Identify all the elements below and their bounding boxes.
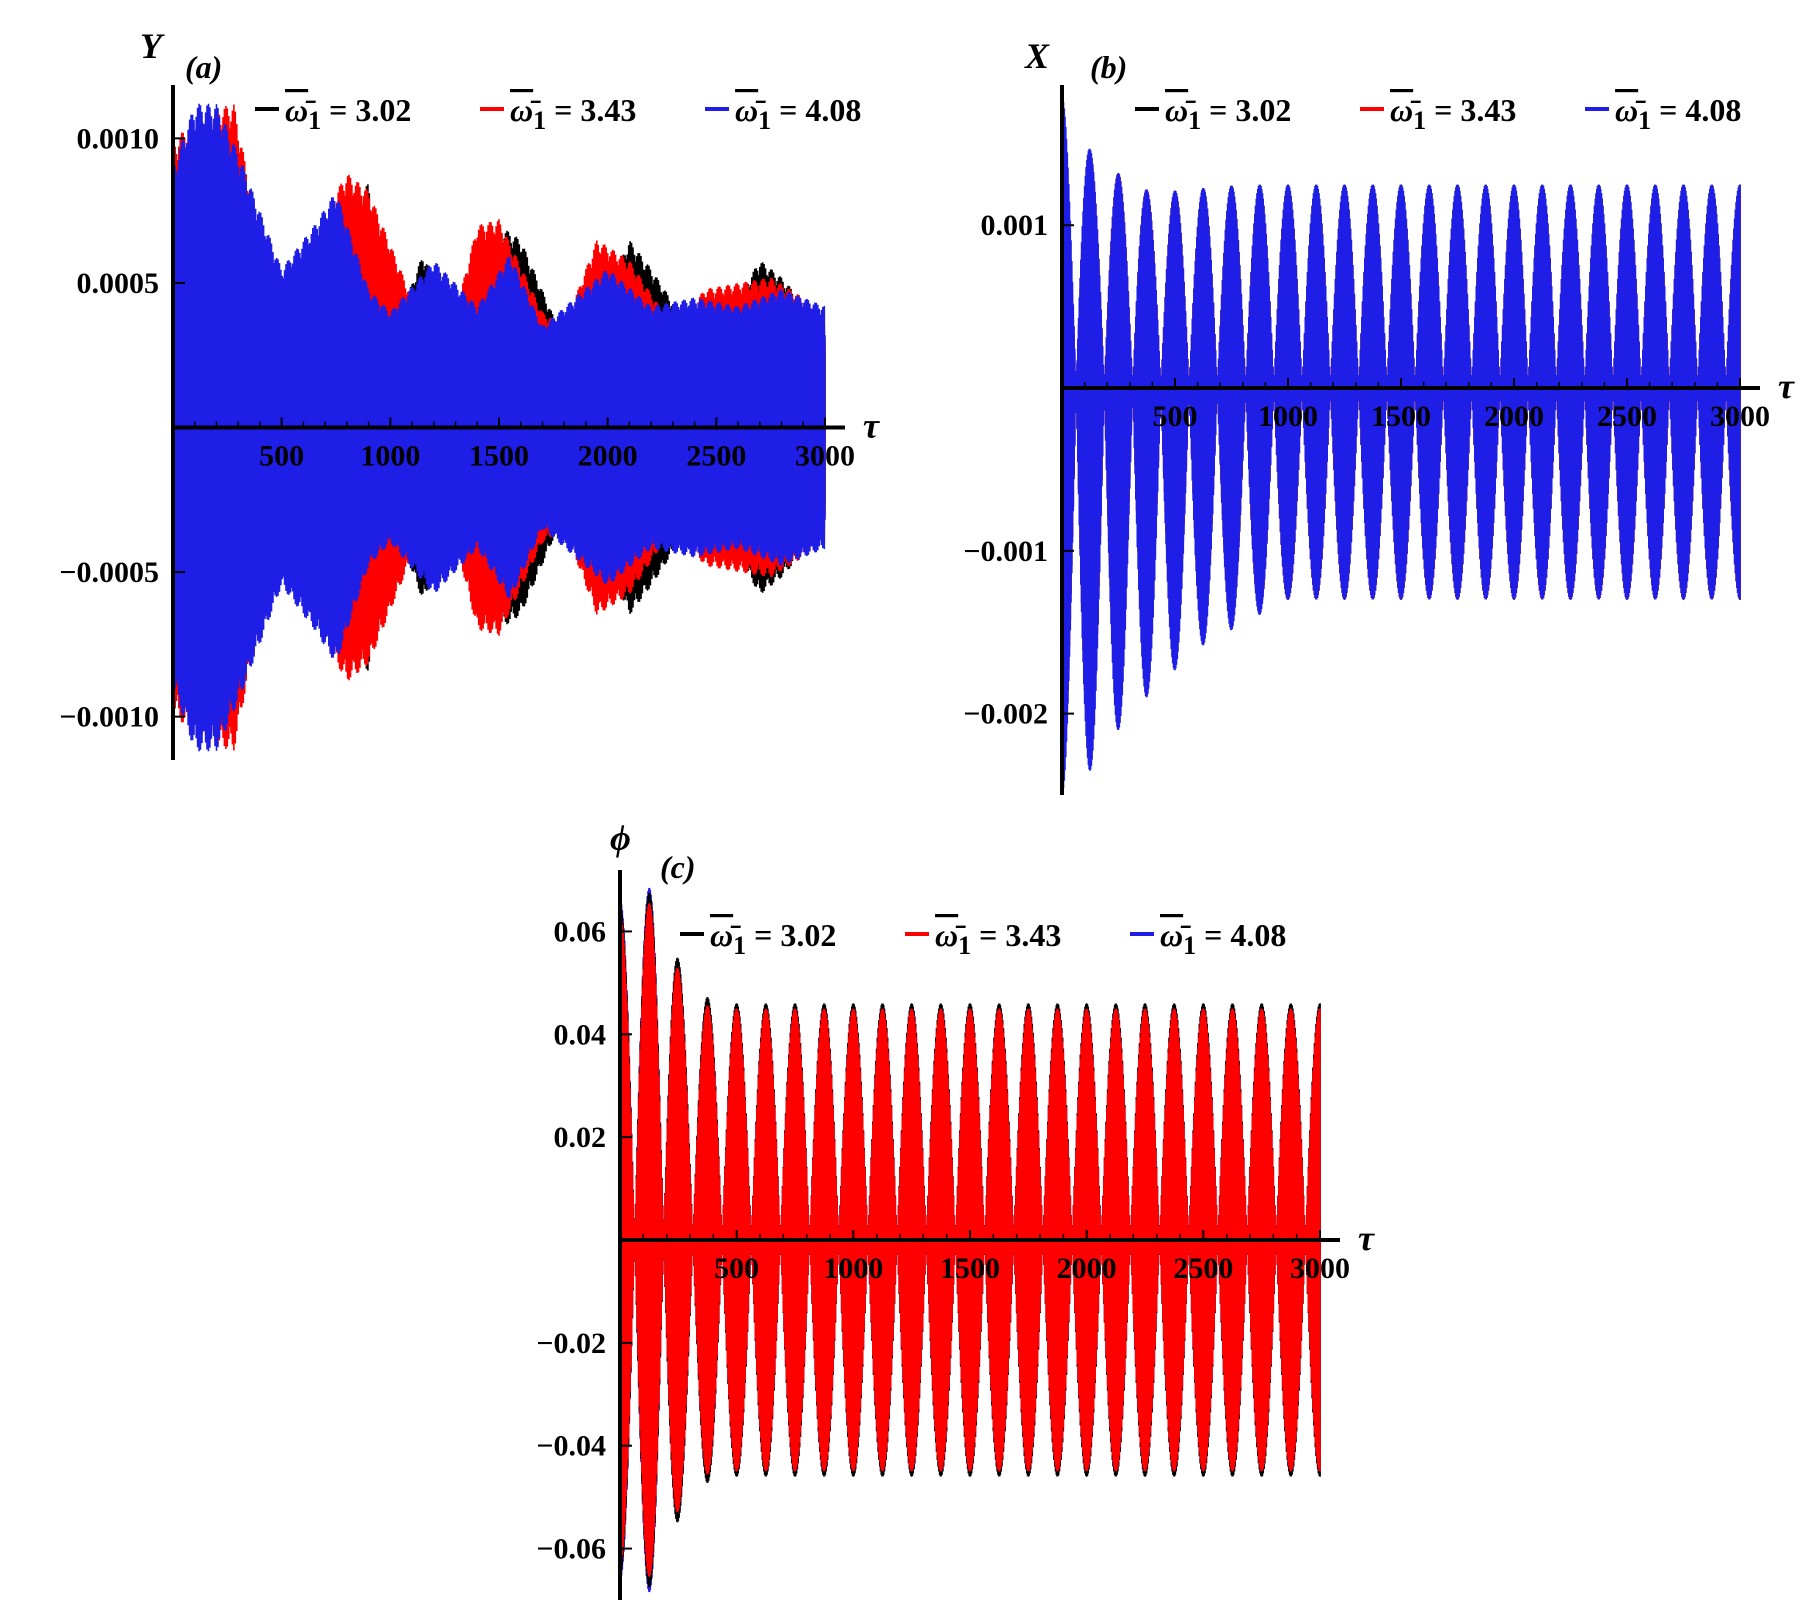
legend-entry-1: ω̄1 = 3.02 (1135, 92, 1291, 135)
y-tick-label: −0.002 (963, 698, 1048, 731)
legend-label: ω̄1 = 3.43 (935, 917, 1061, 960)
y-tick-label: 0.0010 (77, 122, 160, 155)
x-tick-label: 1500 (1371, 400, 1431, 433)
y-axis-label: X (1024, 36, 1050, 76)
x-axis-label: τ (863, 406, 880, 446)
x-tick-label: 1000 (360, 440, 420, 473)
legend-entry-2: ω̄1 = 3.43 (480, 92, 636, 135)
legend-value: = 4.08 (1196, 917, 1286, 953)
chart-panel-c: 500 1000 1500 2000 2500 3000 0.06 0.04 0.02 −0.02… (536, 818, 1375, 1600)
x-tick-label: 3000 (1290, 1252, 1350, 1285)
legend-subscript: 1 (308, 106, 321, 135)
y-tick-label: 0.06 (554, 915, 607, 948)
legend-entry-3: ω̄1 = 4.08 (705, 92, 861, 135)
y-axis-label: ϕ (610, 818, 631, 858)
x-tick-label: 500 (714, 1252, 759, 1285)
legend-label: ω̄1 = 3.43 (510, 92, 636, 135)
panel-label: (b) (1090, 49, 1127, 85)
legend-value: = 4.08 (771, 92, 861, 128)
legend-value: = 3.02 (1201, 92, 1291, 128)
legend-value: = 4.08 (1651, 92, 1741, 128)
x-tick-label: 2500 (1173, 1252, 1233, 1285)
legend-entry-2: ω̄1 = 3.43 (905, 917, 1061, 960)
legend-entry-3: ω̄1 = 4.08 (1585, 92, 1741, 135)
x-tick-label: 2000 (578, 440, 638, 473)
y-tick-label: 0.02 (554, 1121, 607, 1154)
legend-subscript: 1 (958, 931, 971, 960)
x-tick-label: 2500 (1597, 400, 1657, 433)
legend-value: = 3.43 (971, 917, 1061, 953)
y-tick-label: −0.0005 (59, 556, 159, 589)
y-tick-label: −0.04 (536, 1430, 606, 1463)
legend-entry-3: ω̄1 = 4.08 (1130, 917, 1286, 960)
x-axis-label: τ (1358, 1218, 1375, 1258)
legend-subscript: 1 (533, 106, 546, 135)
series-3-trace (1061, 95, 1741, 795)
x-tick-label: 3000 (1710, 400, 1770, 433)
legend-label: ω̄1 = 3.02 (1165, 92, 1291, 135)
y-tick-label: −0.06 (536, 1533, 606, 1566)
chart-panel-a: 500 1000 1500 2000 2500 3000 0.0010 0.0005 −0.00… (59, 26, 880, 760)
y-tick-label: −0.001 (963, 535, 1048, 568)
chart-panel-b: 500 1000 1500 2000 2500 3000 0.001 −0.001 −0.002… (963, 36, 1795, 795)
x-tick-label: 1000 (823, 1252, 883, 1285)
legend-value: = 3.02 (746, 917, 836, 953)
panel-label: (a) (185, 49, 222, 85)
legend-subscript: 1 (733, 931, 746, 960)
legend-entry-1: ω̄1 = 3.02 (680, 917, 836, 960)
legend-subscript: 1 (758, 106, 771, 135)
x-tick-label: 1500 (940, 1252, 1000, 1285)
series-3-line (1061, 95, 1741, 795)
legend-subscript: 1 (1183, 931, 1196, 960)
y-axis-label: Y (140, 26, 165, 66)
x-tick-label: 500 (259, 440, 304, 473)
legend-entry-1: ω̄1 = 3.02 (255, 92, 411, 135)
x-axis-label: τ (1778, 366, 1795, 406)
legend-label: ω̄1 = 4.08 (1160, 917, 1286, 960)
panel-label: (c) (660, 849, 696, 885)
legend-subscript: 1 (1188, 106, 1201, 135)
x-tick-label: 2000 (1484, 400, 1544, 433)
y-tick-label: 0.04 (554, 1018, 607, 1051)
y-tick-label: 0.001 (981, 209, 1049, 242)
legend-label: ω̄1 = 3.02 (285, 92, 411, 135)
legend-label: ω̄1 = 4.08 (735, 92, 861, 135)
y-tick-label: 0.0005 (77, 267, 160, 300)
legend-value: = 3.02 (321, 92, 411, 128)
legend-subscript: 1 (1413, 106, 1426, 135)
legend-subscript: 1 (1638, 106, 1651, 135)
legend-entry-2: ω̄1 = 3.43 (1360, 92, 1516, 135)
legend-label: ω̄1 = 3.43 (1390, 92, 1516, 135)
y-tick-label: −0.02 (536, 1327, 606, 1360)
x-tick-label: 1000 (1258, 400, 1318, 433)
x-tick-label: 1500 (469, 440, 529, 473)
x-tick-label: 2000 (1057, 1252, 1117, 1285)
x-tick-label: 3000 (795, 440, 855, 473)
legend-label: ω̄1 = 3.02 (710, 917, 836, 960)
x-tick-label: 2500 (686, 440, 746, 473)
y-tick-label: −0.0010 (59, 701, 159, 734)
legend-label: ω̄1 = 4.08 (1615, 92, 1741, 135)
legend-value: = 3.43 (1426, 92, 1516, 128)
legend-value: = 3.43 (546, 92, 636, 128)
x-tick-label: 500 (1153, 400, 1198, 433)
